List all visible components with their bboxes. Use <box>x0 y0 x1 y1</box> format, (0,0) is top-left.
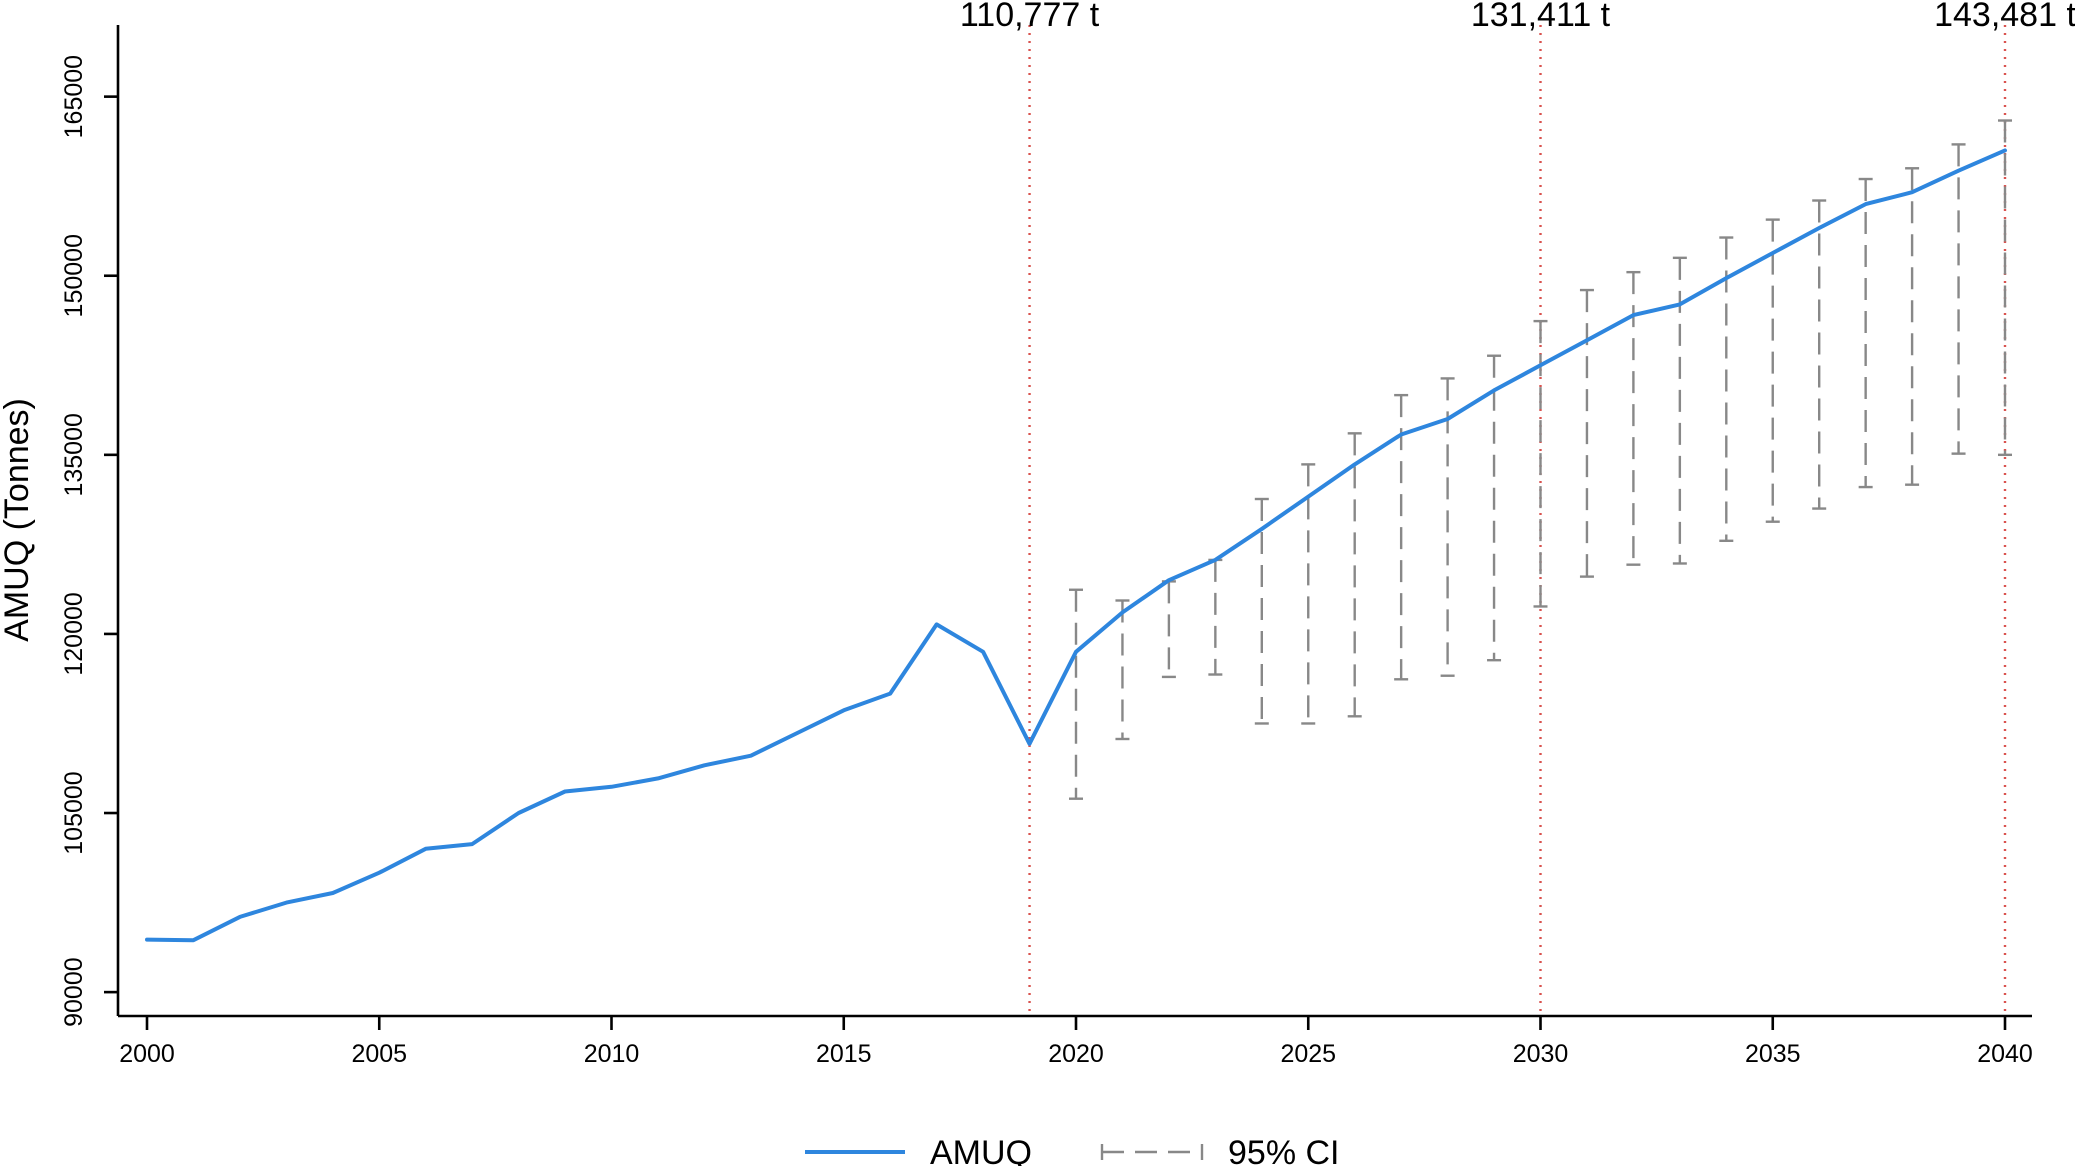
y-tick-label-150000: 150000 <box>60 234 88 317</box>
x-tick-label-2020: 2020 <box>1048 1040 1104 1068</box>
x-tick-label-2035: 2035 <box>1745 1040 1801 1068</box>
x-tick-label-2030: 2030 <box>1513 1040 1569 1068</box>
x-tick-label-2000: 2000 <box>119 1040 175 1068</box>
x-tick-label-2005: 2005 <box>351 1040 407 1068</box>
x-tick-label-2025: 2025 <box>1280 1040 1336 1068</box>
y-axis-ticks: 90000 105000 120000 135000 150000 165000 <box>60 55 118 1027</box>
reference-label-2040: 143,481 t <box>1934 0 2075 34</box>
legend-label-ci: 95% CI <box>1228 1134 1340 1166</box>
y-tick-label-90000: 90000 <box>60 957 88 1027</box>
x-axis-ticks: 2000 2005 2010 2015 2020 2025 2030 2035 2040 <box>119 1016 2033 1068</box>
legend: AMUQ 95% CI <box>805 1134 1340 1166</box>
y-tick-label-165000: 165000 <box>60 55 88 138</box>
reference-label-2019: 110,777 t <box>960 0 1100 34</box>
series-line-amuq <box>145 148 2007 943</box>
reference-lines: 110,777 t 131,411 t 143,481 t <box>960 0 2075 1016</box>
x-tick-label-2010: 2010 <box>584 1040 640 1068</box>
x-tick-label-2040: 2040 <box>1977 1040 2033 1068</box>
legend-label-amuq: AMUQ <box>930 1134 1032 1166</box>
x-tick-label-2015: 2015 <box>816 1040 872 1068</box>
confidence-interval-bars <box>1069 119 2012 800</box>
reference-label-2030: 131,411 t <box>1471 0 1611 34</box>
series-lines <box>145 148 2007 943</box>
y-tick-label-105000: 105000 <box>60 771 88 854</box>
y-tick-label-120000: 120000 <box>60 592 88 675</box>
y-axis-title: AMUQ (Tonnes) <box>0 398 36 642</box>
y-tick-label-135000: 135000 <box>60 413 88 496</box>
